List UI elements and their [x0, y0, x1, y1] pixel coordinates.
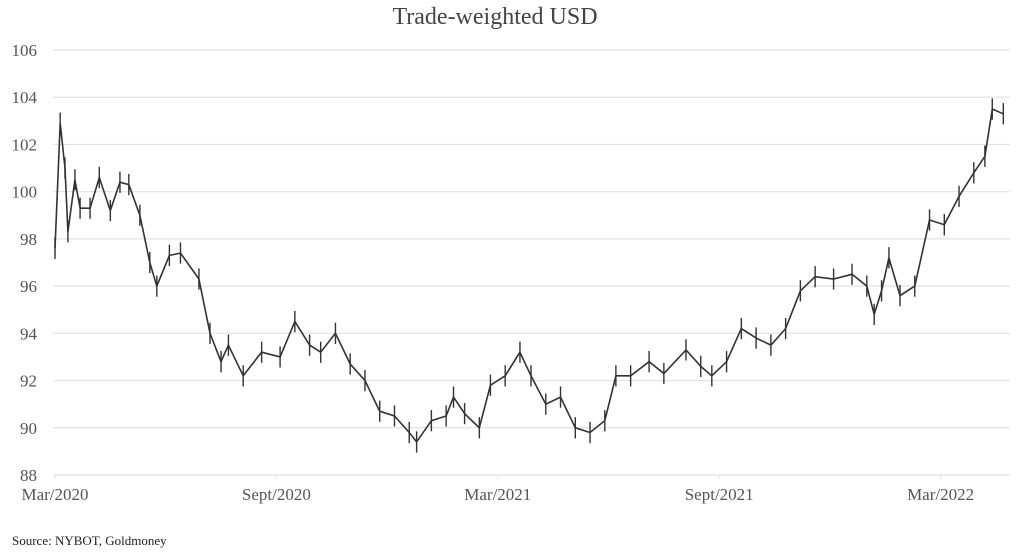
y-tick-label: 104 — [12, 88, 38, 107]
y-tick-label: 94 — [20, 324, 38, 343]
chart-title: Trade-weighted USD — [392, 4, 598, 30]
x-tick-label: Sept/2021 — [685, 485, 754, 504]
x-tick-label: Mar/2020 — [21, 485, 88, 504]
y-tick-label: 90 — [20, 419, 37, 438]
x-tick-label: Mar/2021 — [464, 485, 531, 504]
y-tick-label: 96 — [20, 277, 37, 296]
x-tick-label: Sept/2020 — [242, 485, 311, 504]
source-note: Source: NYBOT, Goldmoney — [12, 533, 167, 548]
y-tick-label: 100 — [12, 183, 38, 202]
y-tick-label: 92 — [20, 372, 37, 391]
y-tick-label: 106 — [12, 41, 38, 60]
y-tick-label: 88 — [20, 466, 37, 485]
y-tick-label: 98 — [20, 230, 37, 249]
series-line — [54, 107, 1004, 444]
y-tick-label: 102 — [12, 135, 38, 154]
x-tick-label: Mar/2022 — [907, 485, 974, 504]
